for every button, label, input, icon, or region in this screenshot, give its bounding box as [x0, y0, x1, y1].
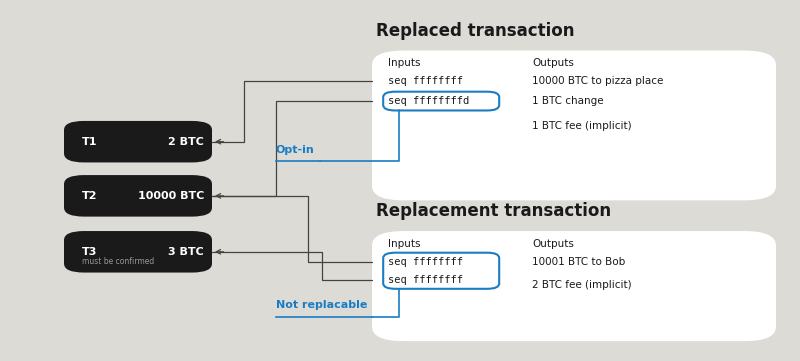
Text: seq ffffffff: seq ffffffff: [388, 275, 463, 285]
Text: T2: T2: [82, 191, 97, 201]
Text: Inputs: Inputs: [388, 58, 421, 68]
Text: Replaced transaction: Replaced transaction: [376, 22, 574, 40]
Text: T3: T3: [82, 247, 97, 257]
Text: 1 BTC fee (implicit): 1 BTC fee (implicit): [532, 121, 632, 131]
FancyBboxPatch shape: [372, 231, 776, 341]
Text: Outputs: Outputs: [532, 239, 574, 249]
Text: Outputs: Outputs: [532, 58, 574, 68]
FancyBboxPatch shape: [64, 175, 212, 217]
Text: seq ffffffffd: seq ffffffffd: [388, 96, 470, 106]
FancyBboxPatch shape: [383, 253, 499, 289]
Text: 2 BTC: 2 BTC: [168, 137, 204, 147]
Text: Not replacable: Not replacable: [276, 300, 367, 310]
Text: 10001 BTC to Bob: 10001 BTC to Bob: [532, 257, 626, 267]
Text: 3 BTC: 3 BTC: [168, 247, 204, 257]
Text: 10000 BTC to pizza place: 10000 BTC to pizza place: [532, 76, 663, 86]
FancyBboxPatch shape: [383, 92, 499, 110]
Text: 1 BTC change: 1 BTC change: [532, 96, 604, 106]
FancyBboxPatch shape: [64, 231, 212, 273]
FancyBboxPatch shape: [64, 121, 212, 162]
Text: seq ffffffff: seq ffffffff: [388, 76, 463, 86]
FancyBboxPatch shape: [372, 51, 776, 200]
Text: 10000 BTC: 10000 BTC: [138, 191, 204, 201]
Text: Replacement transaction: Replacement transaction: [376, 202, 611, 220]
Text: Inputs: Inputs: [388, 239, 421, 249]
Text: must be confirmed: must be confirmed: [82, 257, 154, 266]
Text: T1: T1: [82, 137, 97, 147]
Text: Opt-in: Opt-in: [276, 145, 314, 155]
Text: seq ffffffff: seq ffffffff: [388, 257, 463, 267]
Text: 2 BTC fee (implicit): 2 BTC fee (implicit): [532, 280, 632, 290]
